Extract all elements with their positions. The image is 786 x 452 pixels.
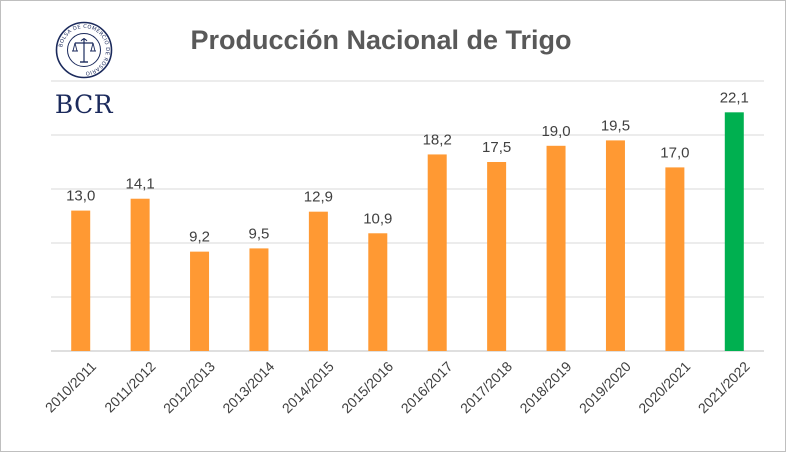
chart-title: Producción Nacional de Trigo	[190, 25, 572, 55]
data-label: 18,2	[423, 131, 452, 148]
seal-icon: BOLSA DE COMERCIO DE ROSARIO	[55, 21, 113, 79]
bar	[427, 154, 447, 351]
bar	[665, 167, 685, 351]
bar	[368, 233, 388, 351]
data-label: 19,5	[601, 117, 630, 134]
bar	[249, 248, 269, 351]
logo-text: BCR	[54, 90, 114, 119]
x-tick-label: 2010/2011	[42, 358, 100, 416]
bar	[605, 140, 625, 351]
data-label: 12,9	[304, 189, 333, 206]
data-label: 17,0	[660, 144, 689, 161]
x-tick-label: 2017/2018	[457, 358, 515, 416]
x-tick-label: 2012/2013	[160, 358, 218, 416]
bcr-logo: BOLSA DE COMERCIO DE ROSARIO BCR	[47, 21, 121, 121]
bar	[724, 112, 744, 351]
x-tick-label: 2018/2019	[516, 358, 574, 416]
x-tick-label: 2011/2012	[101, 358, 159, 416]
data-label: 9,2	[189, 229, 210, 246]
data-label: 10,9	[363, 210, 392, 227]
data-label: 17,5	[482, 139, 511, 156]
data-label: 14,1	[126, 176, 155, 193]
x-tick-label: 2019/2020	[576, 358, 634, 416]
data-label: 13,0	[66, 188, 95, 205]
x-tick-label: 2013/2014	[219, 358, 277, 416]
x-tick-label: 2016/2017	[398, 358, 456, 416]
data-label: 9,5	[249, 225, 270, 242]
x-tick-label: 2021/2022	[695, 358, 753, 416]
bar	[546, 145, 566, 351]
bar	[308, 211, 328, 351]
bar	[190, 251, 210, 351]
x-tick-label: 2014/2015	[279, 358, 337, 416]
bar	[487, 162, 507, 351]
data-label: 19,0	[541, 123, 570, 140]
x-tick-label: 2015/2016	[338, 358, 396, 416]
bar	[130, 198, 150, 351]
x-tick-label: 2020/2021	[635, 358, 693, 416]
bar	[71, 210, 91, 351]
data-label: 22,1	[720, 89, 749, 106]
